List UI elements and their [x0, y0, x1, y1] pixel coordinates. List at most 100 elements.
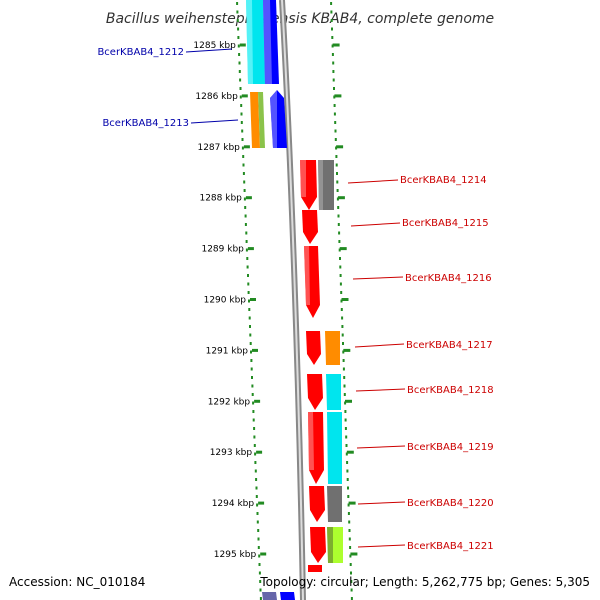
tick-dot [254, 452, 257, 456]
tick-dot [347, 486, 349, 490]
tick-dot [335, 163, 338, 167]
tick-dot [244, 206, 247, 209]
tick-dot [236, 2, 239, 5]
tick-dot [341, 316, 344, 320]
tick-dot [250, 367, 253, 371]
tick-dot [249, 342, 252, 345]
tick-dot [342, 367, 345, 371]
gene-label[interactable]: BcerKBAB4_1214 [400, 175, 487, 186]
tick-dot [348, 529, 351, 532]
tick-dot [237, 36, 240, 39]
tick-dot [247, 282, 250, 286]
tick-dot [244, 223, 247, 226]
gene-callout-line [357, 544, 406, 548]
tick-dot [340, 308, 343, 311]
tick-dot [342, 350, 345, 354]
gene-label[interactable]: BcerKBAB4_1212 [97, 47, 184, 58]
tick-dot [342, 342, 344, 345]
kbp-tick-mark-right [332, 43, 340, 47]
tick-dot [350, 571, 352, 575]
tick-dot [332, 61, 335, 65]
tick-dot [244, 214, 247, 218]
tick-dot [341, 333, 344, 337]
tick-dot [248, 299, 250, 303]
tick-dot [345, 452, 348, 456]
tick-dot [249, 325, 251, 328]
tick-dot [350, 588, 353, 592]
gene-callout-line [355, 388, 406, 392]
tick-dot [338, 240, 341, 243]
tick-dot [240, 104, 243, 107]
tick-dot [332, 78, 335, 82]
gene-label[interactable]: BcerKBAB4_1215 [402, 218, 489, 229]
tick-dot [339, 265, 342, 269]
tick-dot [344, 401, 347, 405]
tick-dot [245, 248, 248, 252]
tick-dot [346, 469, 349, 473]
gene-label[interactable]: BcerKBAB4_1221 [407, 541, 494, 552]
tick-dot [241, 138, 244, 141]
tick-dot [256, 503, 259, 507]
tick-dot [344, 418, 347, 422]
gene-bottom-slate-segment [262, 592, 277, 600]
tick-dot [258, 571, 261, 575]
tick-dot [249, 333, 252, 337]
kbp-tick-mark-right [343, 348, 351, 352]
gene-1219-red-shade [308, 412, 314, 470]
tick-dot [340, 291, 343, 294]
tick-dot [330, 2, 333, 5]
gene-label[interactable]: BcerKBAB4_1213 [102, 118, 189, 129]
gene-callout-line [357, 501, 406, 505]
tick-dot [345, 435, 348, 439]
tick-dot [258, 554, 261, 558]
tick-dot [334, 121, 337, 124]
gene-label[interactable]: BcerKBAB4_1220 [407, 498, 494, 509]
tick-dot [236, 19, 239, 22]
tick-dot [246, 257, 249, 260]
tick-dot [255, 495, 258, 498]
gene-1213-green-segment [258, 92, 265, 148]
kbp-tick-mark [250, 298, 256, 301]
gene-label[interactable]: BcerKBAB4_1218 [407, 385, 494, 396]
tick-dot [346, 478, 349, 481]
gene-1214-red-shade [300, 160, 306, 197]
kbp-tick-mark-right [337, 196, 345, 200]
kbp-tick-mark [243, 145, 250, 149]
gene-1218-cyan-segment [326, 374, 341, 410]
tick-dot [253, 435, 256, 439]
tick-dot [243, 180, 246, 184]
kbp-tick-label: 1290 kbp [204, 296, 247, 306]
gene-1215-red-arrow [302, 210, 318, 244]
feature-group-right [300, 160, 343, 572]
tick-dot [245, 240, 248, 243]
tick-dot [257, 529, 260, 532]
gene-1221-dark-shade [327, 527, 333, 563]
gene-1214-grey-shade [318, 160, 323, 210]
tick-dot [336, 172, 338, 175]
tick-dot [248, 316, 251, 320]
tick-dot [337, 223, 340, 226]
gene-label[interactable]: BcerKBAB4_1216 [405, 273, 492, 284]
tick-dot [259, 580, 262, 583]
tick-dot [343, 384, 346, 388]
gene-1217-orange-segment [325, 331, 340, 365]
tick-dot [330, 10, 333, 14]
accession-text: Accession: NC_010184 [9, 575, 145, 589]
tick-dot [350, 580, 353, 583]
kbp-tick-label: 1289 kbp [201, 245, 244, 255]
genome-backbone-highlight [281, 0, 304, 600]
gene-label[interactable]: BcerKBAB4_1219 [407, 442, 494, 453]
tick-dot [247, 274, 249, 277]
tick-dot [336, 189, 339, 192]
gene-label[interactable]: BcerKBAB4_1217 [406, 340, 493, 351]
gene-bottom-blue-segment [280, 592, 295, 600]
kbp-tick-mark-right [346, 450, 354, 454]
tick-dot [330, 19, 333, 22]
tick-dot [250, 350, 252, 354]
tick-dot [242, 163, 245, 167]
tick-dot [333, 112, 336, 116]
tick-dot [255, 486, 258, 490]
tick-dot [349, 563, 352, 566]
